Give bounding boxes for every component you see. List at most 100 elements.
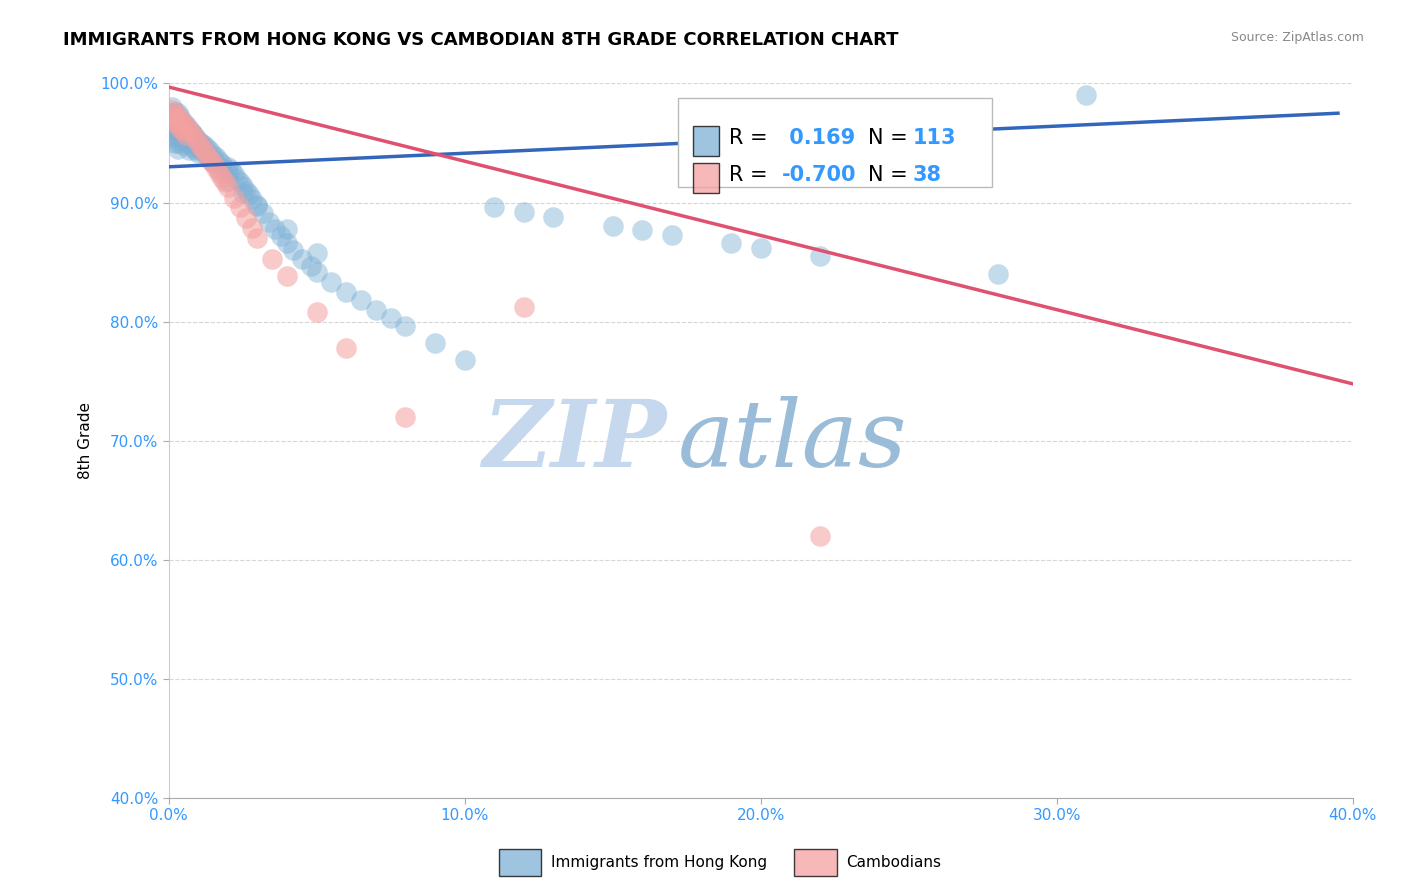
Point (172, 118, 194, 132)
Point (169, 134, 191, 148)
Point (187, 135, 209, 149)
Point (184, 130, 207, 145)
Point (163, 117, 186, 131)
Point (172, 114, 194, 128)
Point (176, 118, 198, 132)
Point (238, 187, 260, 202)
Point (166, 118, 188, 132)
Point (190, 139, 212, 153)
FancyBboxPatch shape (693, 126, 720, 156)
Point (160, 100, 183, 114)
Point (176, 128, 198, 142)
Point (246, 231, 269, 245)
Point (335, 341, 357, 355)
Text: ZIP: ZIP (482, 396, 666, 486)
Point (543, 210, 565, 224)
Point (661, 227, 683, 242)
Point (602, 219, 624, 234)
Point (232, 178, 254, 193)
Point (172, 130, 194, 145)
Point (394, 319, 416, 334)
Point (453, 352, 475, 367)
Point (166, 110, 188, 124)
Point (211, 157, 233, 171)
Point (193, 143, 215, 157)
Point (163, 136, 186, 150)
Text: N =: N = (869, 165, 915, 185)
Point (163, 106, 186, 120)
Text: N =: N = (869, 128, 915, 147)
Point (187, 139, 209, 153)
Point (986, 267, 1008, 281)
Point (163, 110, 186, 124)
Point (160, 106, 183, 120)
Point (169, 110, 191, 124)
Y-axis label: 8th Grade: 8th Grade (79, 402, 93, 479)
Point (166, 112, 188, 127)
Point (423, 336, 446, 351)
Point (222, 191, 245, 205)
Point (202, 156, 225, 170)
Point (235, 184, 257, 198)
Text: Cambodians: Cambodians (846, 855, 942, 870)
Point (214, 162, 236, 177)
Point (720, 235, 742, 250)
Point (235, 211, 257, 225)
Point (262, 252, 284, 266)
Point (187, 145, 209, 160)
Point (208, 166, 231, 180)
Point (276, 235, 298, 250)
Point (166, 136, 188, 150)
Point (181, 127, 204, 141)
Point (179, 124, 201, 138)
Point (217, 174, 239, 188)
Point (181, 127, 204, 141)
Point (160, 114, 183, 128)
Point (276, 221, 298, 235)
Point (184, 136, 207, 150)
Point (166, 118, 188, 132)
Text: IMMIGRANTS FROM HONG KONG VS CAMBODIAN 8TH GRADE CORRELATION CHART: IMMIGRANTS FROM HONG KONG VS CAMBODIAN 8… (63, 31, 898, 49)
Point (187, 134, 209, 148)
Text: 38: 38 (912, 165, 941, 185)
Point (179, 123, 201, 137)
Point (176, 121, 198, 136)
Point (305, 245, 328, 260)
Point (172, 124, 194, 138)
Point (202, 148, 225, 162)
Point (264, 221, 287, 235)
Point (172, 138, 194, 153)
Point (169, 112, 191, 127)
Point (160, 103, 183, 117)
Point (184, 130, 207, 145)
Point (169, 120, 191, 135)
Point (217, 166, 239, 180)
Point (364, 302, 387, 317)
Point (190, 138, 212, 153)
Point (222, 167, 245, 181)
Point (299, 259, 322, 273)
Point (198, 145, 221, 159)
Point (179, 136, 201, 150)
Point (195, 148, 218, 162)
Point (181, 139, 204, 153)
Point (240, 220, 263, 235)
Point (219, 163, 242, 178)
Point (179, 121, 201, 136)
Point (187, 134, 209, 148)
Point (208, 163, 231, 178)
Point (198, 153, 221, 167)
Point (335, 285, 357, 299)
FancyBboxPatch shape (499, 849, 541, 876)
Point (240, 192, 263, 206)
Point (195, 141, 218, 155)
Text: R =: R = (728, 165, 773, 185)
Point (281, 243, 304, 257)
Point (246, 199, 269, 213)
Point (214, 175, 236, 189)
Point (394, 409, 416, 424)
Point (202, 155, 225, 169)
Point (217, 180, 239, 194)
Point (380, 311, 402, 326)
Text: 0.169: 0.169 (782, 128, 855, 147)
